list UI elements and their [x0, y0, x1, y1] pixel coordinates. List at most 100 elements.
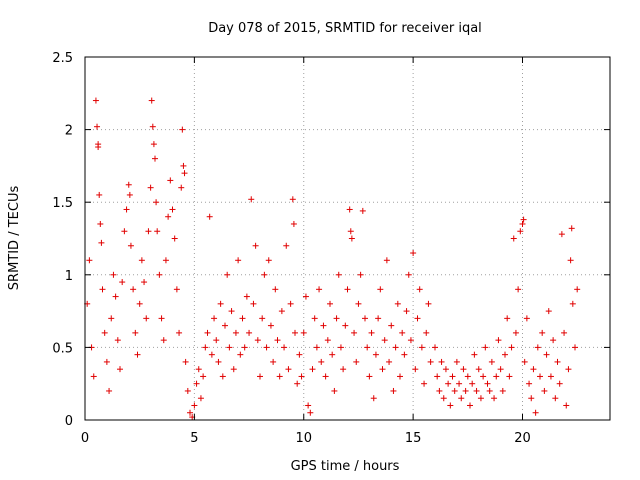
data-point: [545, 308, 552, 315]
data-point: [532, 409, 539, 416]
data-point: [257, 373, 263, 380]
data-point: [281, 344, 288, 351]
data-point: [390, 387, 397, 394]
data-point: [184, 387, 191, 394]
data-point: [213, 337, 220, 344]
data-point: [154, 228, 161, 235]
data-point: [263, 344, 270, 351]
data-point: [508, 344, 515, 351]
data-point: [158, 315, 165, 322]
data-point: [96, 191, 103, 198]
data-point: [475, 366, 482, 373]
data-point: [569, 300, 576, 307]
data-point: [467, 402, 473, 409]
data-point: [230, 366, 237, 373]
data-point: [386, 358, 393, 365]
data-point: [401, 351, 408, 358]
data-point: [136, 300, 143, 307]
data-point: [123, 206, 130, 213]
data-point: [517, 228, 524, 235]
data-point: [95, 141, 102, 148]
data-point: [191, 402, 198, 409]
data-point: [261, 271, 268, 278]
data-point: [491, 395, 498, 402]
data-point: [340, 366, 347, 373]
data-point: [181, 170, 188, 177]
data-point: [335, 271, 342, 278]
data-point: [550, 337, 557, 344]
data-point: [313, 344, 320, 351]
chart-title: Day 078 of 2015, SRMTID for receiver iqa…: [208, 21, 482, 36]
data-point: [217, 300, 224, 307]
data-point: [103, 358, 110, 365]
data-point: [375, 315, 382, 322]
data-point: [462, 387, 469, 394]
data-point: [488, 358, 495, 365]
data-point: [460, 366, 467, 373]
data-point: [215, 358, 222, 365]
data-point: [381, 337, 388, 344]
data-point: [148, 97, 155, 104]
data-point: [521, 358, 528, 365]
data-point: [554, 358, 561, 365]
data-point: [169, 206, 176, 213]
data-point: [208, 351, 215, 358]
data-point: [331, 387, 338, 394]
data-point: [156, 271, 163, 278]
data-point: [541, 387, 548, 394]
data-point: [219, 373, 226, 380]
x-tick-label: 5: [190, 431, 198, 446]
data-point: [572, 344, 578, 351]
data-point: [484, 380, 491, 387]
data-point: [182, 358, 189, 365]
data-point: [372, 351, 379, 358]
data-point: [427, 358, 434, 365]
data-point: [397, 373, 403, 380]
data-point: [353, 358, 360, 365]
data-point: [362, 315, 368, 322]
data-point: [254, 337, 261, 344]
y-tick-label: 0: [65, 414, 73, 429]
data-point: [515, 286, 522, 293]
data-point: [438, 358, 445, 365]
data-point: [561, 329, 568, 336]
data-point: [405, 271, 412, 278]
data-point: [211, 315, 218, 322]
data-point: [388, 322, 395, 329]
data-point: [276, 373, 283, 380]
data-point: [568, 225, 575, 232]
y-tick-label: 2.5: [52, 51, 73, 66]
data-point: [327, 300, 333, 307]
data-point: [499, 387, 506, 394]
data-point: [127, 242, 134, 249]
data-point: [458, 395, 465, 402]
data-point: [473, 387, 480, 394]
data-point: [558, 231, 565, 238]
data-point: [432, 344, 438, 351]
data-point: [502, 351, 508, 358]
data-point: [237, 351, 244, 358]
data-point: [97, 220, 104, 227]
data-point: [322, 373, 329, 380]
data-point: [379, 366, 386, 373]
data-point: [346, 206, 353, 213]
data-point: [141, 279, 148, 286]
data-point: [108, 315, 115, 322]
data-point: [132, 329, 139, 336]
data-point: [377, 286, 384, 293]
y-axis-label: SRMTID / TECUs: [7, 186, 22, 291]
data-point: [556, 380, 563, 387]
data-point: [407, 337, 414, 344]
data-point: [167, 177, 174, 184]
data-point: [383, 257, 390, 264]
data-point: [98, 239, 105, 246]
x-tick-label: 10: [295, 431, 312, 446]
data-point: [92, 97, 99, 104]
data-point: [206, 213, 213, 220]
data-point: [574, 286, 581, 293]
data-point: [359, 207, 366, 214]
data-point: [512, 329, 519, 336]
data-point: [226, 344, 233, 351]
data-point: [278, 308, 285, 315]
data-point: [228, 308, 235, 315]
